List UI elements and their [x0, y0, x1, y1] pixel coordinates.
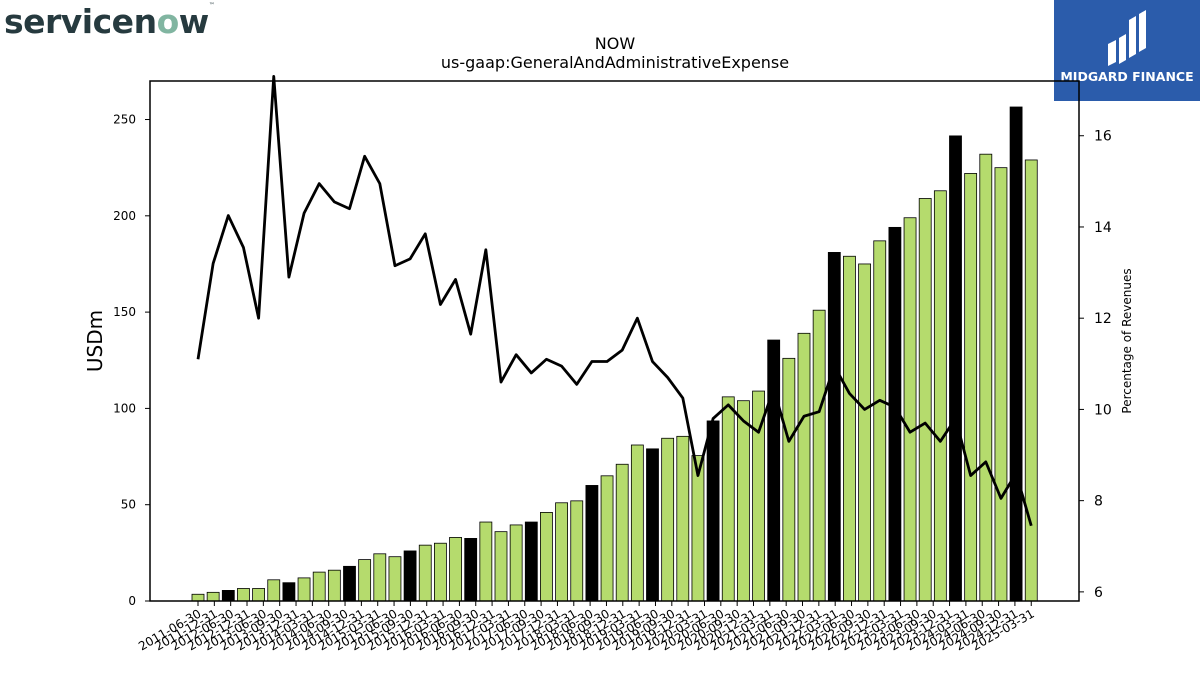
- bar-2022-06-30: [858, 263, 871, 602]
- bar-2014-12-31: [403, 550, 417, 602]
- y2-tick-label: 6: [1094, 585, 1103, 601]
- bar-2014-03-31: [358, 559, 372, 602]
- bar-2017-03-31: [540, 512, 553, 602]
- bar-2013-06-30: [312, 571, 326, 602]
- bar-2019-12-31: [706, 420, 720, 602]
- bar-2020-12-31: [767, 339, 781, 602]
- bar-2018-06-30: [615, 463, 629, 602]
- bar-2024-09-30: [994, 167, 1008, 602]
- y2-tick-label: 16: [1094, 129, 1112, 145]
- bar-2022-03-31: [843, 255, 856, 602]
- bar-2013-12-31: [343, 565, 356, 602]
- bar-2016-06-30: [494, 531, 508, 602]
- chart-subtitle: us-gaap:GeneralAndAdministrativeExpense: [441, 53, 789, 72]
- bar-2015-12-31: [464, 538, 478, 602]
- bar-2011-06-30: [191, 593, 205, 602]
- midgard-brand-text: MIDGARD FINANCE: [1060, 69, 1194, 84]
- bar-2022-09-30: [873, 240, 887, 602]
- bar-2012-12-31: [282, 582, 296, 602]
- bar-2024-06-30: [979, 153, 993, 602]
- logo-text-end: w: [178, 2, 210, 41]
- bar-2018-03-31: [600, 475, 614, 602]
- bar-2011-09-30: [206, 591, 220, 602]
- y2-tick-label: 10: [1094, 402, 1112, 418]
- bar-2019-06-30: [676, 435, 690, 602]
- bar-2012-09-30: [267, 579, 281, 602]
- bar-2021-12-31: [827, 252, 841, 602]
- y2-tick-label: 14: [1094, 220, 1112, 236]
- y-axis-ticks: 0 50 100 150 200 250: [113, 113, 150, 608]
- bar-2017-09-30: [570, 500, 584, 602]
- bar-2012-06-30: [252, 588, 266, 602]
- bar-2021-09-30: [812, 309, 826, 602]
- bar-2015-06-30: [433, 542, 447, 602]
- bar-2016-03-31: [479, 521, 493, 602]
- bar-2018-12-31: [646, 448, 659, 602]
- bar-2020-06-30: [737, 400, 750, 602]
- y-tick-label: 150: [113, 305, 136, 319]
- bar-2019-03-31: [661, 437, 675, 602]
- bars-group: [191, 106, 1038, 602]
- bar-2013-09-30: [327, 569, 341, 602]
- y2-axis-ticks: 6 8 10 12 14 16: [1079, 129, 1112, 601]
- bar-2023-06-30: [918, 198, 932, 602]
- x-axis-ticks: 2011-06-302011-12-312012-06-302012-12-31…: [136, 601, 1037, 653]
- y2-axis-label: Percentage of Revenues: [1120, 268, 1134, 413]
- bar-2024-03-31: [964, 173, 978, 602]
- y-tick-label: 50: [121, 498, 136, 512]
- bar-2023-03-31: [903, 217, 917, 602]
- servicenow-logo: servicenow™: [4, 2, 215, 41]
- bar-2023-09-30: [933, 190, 947, 602]
- midgard-mark-icon: [1108, 10, 1146, 66]
- bar-2015-03-31: [418, 544, 432, 602]
- y-tick-label: 250: [113, 113, 136, 127]
- y-axis-label: USDm: [83, 310, 107, 372]
- line-group: [196, 75, 1033, 527]
- bar-2012-03-31: [237, 588, 250, 602]
- bar-2016-12-31: [524, 521, 538, 602]
- bar-2016-09-30: [509, 524, 523, 602]
- bar-2017-12-31: [585, 485, 599, 602]
- y-tick-label: 100: [113, 401, 136, 415]
- bar-2018-09-30: [630, 444, 644, 602]
- bar-2020-03-31: [721, 396, 735, 602]
- y-tick-label: 200: [113, 209, 136, 223]
- bar-2024-12-31: [1009, 106, 1023, 602]
- bar-2021-06-30: [797, 332, 811, 602]
- bar-2019-09-30: [691, 455, 705, 602]
- y2-tick-label: 8: [1094, 494, 1103, 510]
- bar-2014-09-30: [388, 556, 402, 602]
- logo-trademark: ™: [208, 2, 215, 9]
- bar-2025-03-31: [1024, 159, 1038, 602]
- bar-2013-03-31: [297, 577, 311, 602]
- bar-2014-06-30: [373, 553, 387, 602]
- bar-2021-03-31: [782, 357, 796, 602]
- chart-title: NOW: [595, 34, 636, 53]
- y2-tick-label: 12: [1094, 311, 1112, 327]
- percentage-line: [196, 75, 1033, 527]
- bar-2023-12-31: [949, 135, 962, 602]
- logo-text-o: o: [156, 2, 180, 41]
- bar-2011-12-31: [221, 590, 235, 602]
- plot-frame: [149, 80, 1080, 602]
- bar-2017-06-30: [555, 502, 568, 602]
- bar-2015-09-30: [449, 537, 462, 602]
- y-tick-label: 0: [128, 594, 136, 608]
- logo-text-main: servicen: [4, 2, 157, 41]
